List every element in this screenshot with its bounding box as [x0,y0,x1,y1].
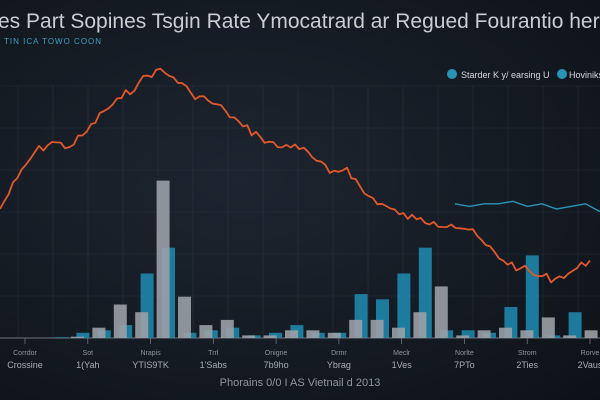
chart-title: es Part Sopines Tsgin Rate Ymocatrard ar… [0,10,600,33]
bar-primary-19 [461,330,475,338]
x-tick-label-top-2: Nrapis [140,350,161,357]
x-tick-label-bottom-5: Ybrag [327,360,351,370]
bar-secondary-19 [477,330,491,338]
x-tick-label-bottom-1: 1(Yah [76,360,99,370]
x-tick-label-top-9: Rorve [581,350,600,357]
bar-secondary-0 [71,336,84,338]
bar-secondary-14 [370,319,384,338]
bar-primary-0 [55,337,68,338]
x-tick-label-bottom-3: 1'Sabs [200,360,228,370]
x-tick-label-top-7: Norlte [455,350,474,357]
x-tick-label-top-1: Sot [83,350,94,357]
line-hoviniks [454,200,600,213]
bar-secondary-3 [135,312,149,338]
x-tick-label-top-6: Meclr [393,350,411,357]
bar-primary-1 [76,332,90,338]
x-tick-label-bottom-6: 1Ves [392,360,413,370]
chart-subtitle: TIN ICA TOWO COON [4,37,102,46]
line-regued-trend [0,67,591,284]
bars [55,180,598,338]
grid [0,85,600,339]
bar-secondary-15 [392,327,405,338]
bar-secondary-9 [263,335,277,338]
x-tick-label-top-8: Strom [518,350,537,357]
x-tick-label-top-5: Drmr [331,350,347,357]
bar-secondary-7 [220,319,234,338]
bar-secondary-5 [178,296,191,338]
bar-secondary-4 [156,180,170,338]
bar-secondary-17 [434,286,448,338]
bar-secondary-13 [349,319,363,338]
x-tick-label-top-0: Corrdor [13,350,37,357]
x-tick-label-bottom-2: YTIS9TK [132,360,169,370]
bar-primary-16 [397,273,411,338]
legend-label-1: Starder K y/ earsing U [461,70,550,80]
x-tick-label-bottom-7: 7PTo [454,360,475,370]
bar-secondary-1 [92,327,106,338]
bar-secondary-18 [456,335,470,338]
bar-secondary-22 [541,317,555,338]
bar-secondary-21 [520,330,534,338]
bar-secondary-12 [327,332,341,338]
x-tick-label-bottom-8: 2Ties [516,360,538,370]
legend-marker-1 [447,69,457,79]
bar-secondary-2 [113,304,127,338]
legend-marker-2 [557,69,567,79]
bar-secondary-23 [563,335,577,338]
x-axis-label: Phorains 0/0 I AS Vietnail d 2013 [220,377,381,389]
x-tick-label-bottom-9: 2Vaus [578,360,600,370]
x-tick-label-top-4: Onigne [265,350,288,357]
bar-secondary-6 [199,325,213,338]
bar-secondary-24 [584,330,598,338]
bar-primary-24 [568,312,582,338]
x-tick-labels: Corrdor Crossine Sot 1(Yah Nrapis YTIS9TK Trrl… [7,338,600,370]
legend-label-2: Hoviniks [569,70,600,80]
x-tick-label-bottom-0: Crossine [7,360,43,370]
x-tick-label-top-3: Trrl [208,350,219,357]
legend: Starder K y/ earsing U Hoviniks [447,69,600,80]
bar-secondary-11 [306,330,320,338]
x-tick-label-bottom-4: 7b9ho [264,360,289,370]
bar-secondary-10 [285,330,298,338]
bar-secondary-16 [413,312,427,338]
lines [0,67,600,284]
bar-secondary-20 [499,327,512,338]
bar-secondary-8 [242,335,256,338]
